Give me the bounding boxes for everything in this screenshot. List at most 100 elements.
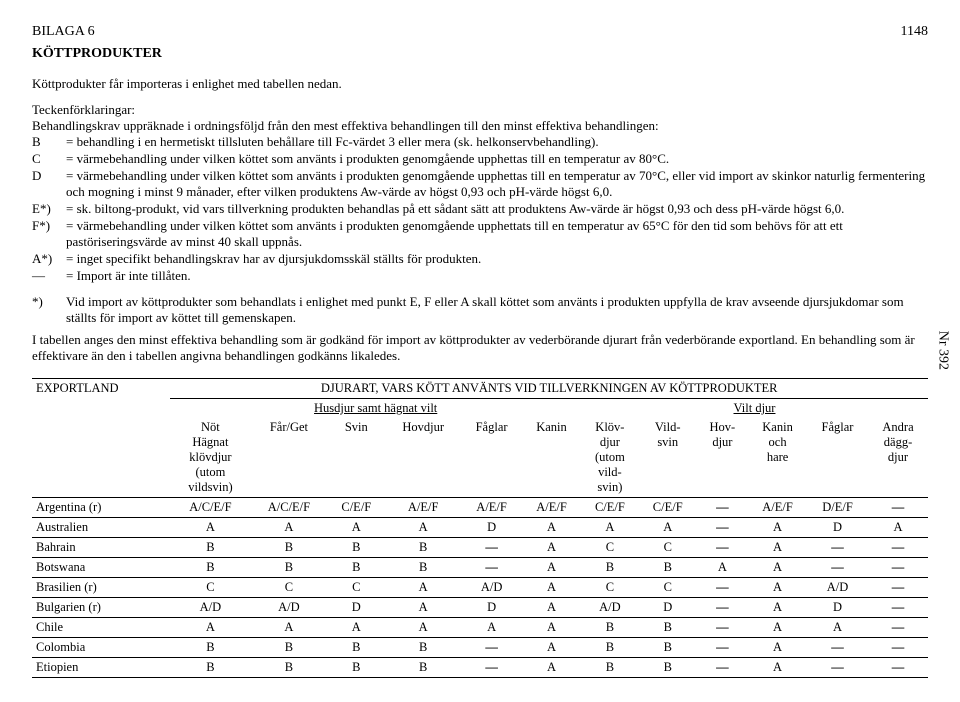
definition-text: = värmebehandling under vilken köttet so… — [66, 218, 928, 250]
table-row: BahrainBBBB—ACC—A—— — [32, 538, 928, 558]
value-cell: A — [522, 578, 581, 598]
value-cell: A — [522, 638, 581, 658]
column-header: Svin — [327, 418, 385, 498]
value-cell: A — [170, 518, 250, 538]
country-cell: Bulgarien (r) — [32, 598, 170, 618]
value-cell: — — [461, 658, 522, 678]
value-cell: B — [327, 638, 385, 658]
value-cell: — — [697, 538, 748, 558]
column-header: Fåglar — [461, 418, 522, 498]
value-cell: A — [868, 518, 928, 538]
value-cell: A — [748, 538, 807, 558]
value-cell: B — [385, 558, 461, 578]
value-cell: A — [522, 538, 581, 558]
value-cell: — — [807, 638, 868, 658]
value-cell: B — [327, 658, 385, 678]
value-cell: — — [461, 538, 522, 558]
value-cell: A/D — [170, 598, 250, 618]
definition-text: = behandling i en hermetiskt tillsluten … — [66, 134, 928, 150]
page-number: 1148 — [901, 24, 928, 40]
value-cell: — — [697, 578, 748, 598]
defs-heading: Teckenförklaringar: — [32, 102, 928, 118]
country-cell: Colombia — [32, 638, 170, 658]
value-cell: — — [807, 538, 868, 558]
value-cell: C — [581, 578, 639, 598]
value-cell: D — [639, 598, 697, 618]
value-cell: B — [639, 558, 697, 578]
value-cell: — — [868, 598, 928, 618]
value-cell: B — [170, 638, 250, 658]
value-cell: D/E/F — [807, 498, 868, 518]
value-cell: B — [327, 558, 385, 578]
footnote: *) Vid import av köttprodukter som behan… — [32, 294, 928, 326]
value-cell: B — [581, 658, 639, 678]
value-cell: C/E/F — [327, 498, 385, 518]
value-cell: — — [807, 558, 868, 578]
value-cell: B — [170, 658, 250, 678]
definition-text: = värmebehandling under vilken köttet so… — [66, 151, 928, 167]
definition-key: D — [32, 168, 66, 184]
definition-key: F*) — [32, 218, 66, 234]
definition-row: B= behandling i en hermetiskt tillsluten… — [32, 134, 928, 150]
table-row: ColombiaBBBB—ABB—A—— — [32, 638, 928, 658]
value-cell: A — [748, 638, 807, 658]
value-cell: — — [461, 558, 522, 578]
table-row: Brasilien (r)CCCAA/DACC—AA/D— — [32, 578, 928, 598]
definition-row: A*)= inget specifikt behandlingskrav har… — [32, 251, 928, 267]
value-cell: D — [807, 598, 868, 618]
country-cell: Brasilien (r) — [32, 578, 170, 598]
value-cell: B — [385, 658, 461, 678]
value-cell: C — [170, 578, 250, 598]
definition-row: —= Import är inte tillåten. — [32, 268, 928, 284]
country-cell: Etiopien — [32, 658, 170, 678]
value-cell: — — [697, 638, 748, 658]
country-cell: Australien — [32, 518, 170, 538]
value-cell: C/E/F — [581, 498, 639, 518]
value-cell: A — [748, 558, 807, 578]
table-row: Bulgarien (r)A/DA/DDADAA/DD—AD— — [32, 598, 928, 618]
intro-text: Köttprodukter får importeras i enlighet … — [32, 76, 928, 92]
definition-row: F*)= värmebehandling under vilken köttet… — [32, 218, 928, 250]
paragraph-text: I tabellen anges den minst effektiva beh… — [32, 332, 928, 364]
definition-text: = Import är inte tillåten. — [66, 268, 928, 284]
value-cell: A — [385, 518, 461, 538]
value-cell: A — [748, 578, 807, 598]
value-cell: — — [697, 518, 748, 538]
country-cell: Bahrain — [32, 538, 170, 558]
column-header: Hovdjur — [385, 418, 461, 498]
value-cell: A/E/F — [461, 498, 522, 518]
value-cell: B — [581, 638, 639, 658]
value-cell: A/E/F — [748, 498, 807, 518]
value-cell: A — [639, 518, 697, 538]
value-cell: A — [581, 518, 639, 538]
definition-key: C — [32, 151, 66, 167]
column-header: Kaninochhare — [748, 418, 807, 498]
value-cell: B — [385, 638, 461, 658]
value-cell: — — [868, 638, 928, 658]
value-cell: B — [250, 658, 327, 678]
value-cell: A — [522, 598, 581, 618]
defs-subheading: Behandlingskrav uppräknade i ordningsföl… — [32, 118, 928, 134]
value-cell: — — [868, 658, 928, 678]
value-cell: A — [522, 558, 581, 578]
definition-key: B — [32, 134, 66, 150]
column-header: Andradägg-djur — [868, 418, 928, 498]
side-reference: Nr 392 — [934, 331, 950, 370]
treatment-table: EXPORTLAND DJURART, VARS KÖTT ANVÄNTS VI… — [32, 378, 928, 678]
value-cell: C — [639, 578, 697, 598]
value-cell: A/D — [807, 578, 868, 598]
value-cell: D — [807, 518, 868, 538]
value-cell: — — [868, 558, 928, 578]
value-cell: A — [385, 578, 461, 598]
table-row: AustralienAAAADAAA—ADA — [32, 518, 928, 538]
value-cell: A — [522, 658, 581, 678]
value-cell: A — [748, 658, 807, 678]
value-cell: A — [522, 518, 581, 538]
column-header: Hov-djur — [697, 418, 748, 498]
definition-row: C= värmebehandling under vilken köttet s… — [32, 151, 928, 167]
definition-key: A*) — [32, 251, 66, 267]
footnote-text: Vid import av köttprodukter som behandla… — [66, 294, 928, 326]
value-cell: C — [581, 538, 639, 558]
value-cell: B — [639, 638, 697, 658]
column-header: Klöv-djur(utomvild-svin) — [581, 418, 639, 498]
